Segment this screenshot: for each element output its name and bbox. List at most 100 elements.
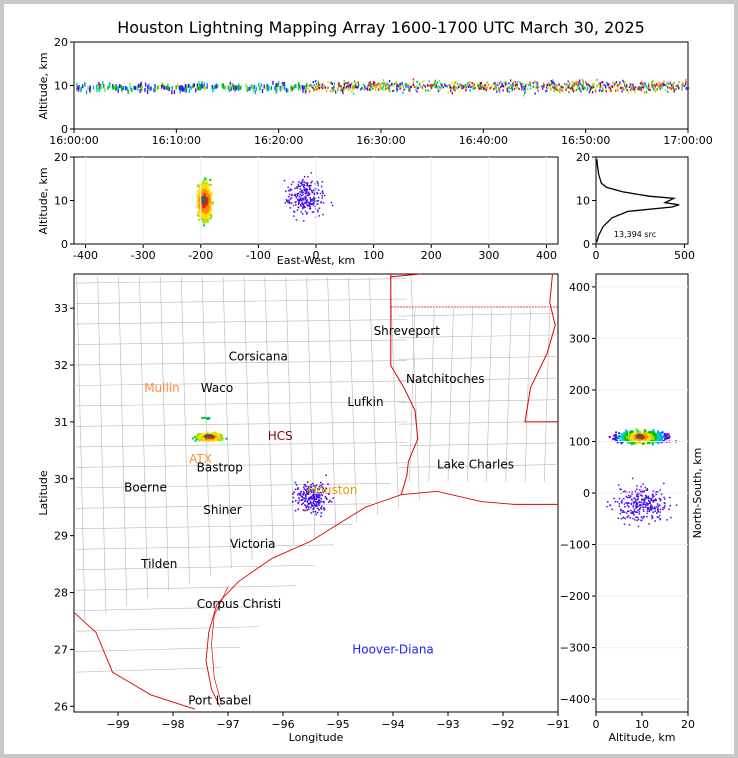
source-point [628, 436, 631, 439]
source-point [504, 84, 507, 87]
source-point [315, 498, 318, 500]
source-point [576, 80, 578, 83]
source-point [542, 82, 545, 85]
source-point [534, 80, 536, 83]
source-point [621, 436, 624, 439]
source-point [612, 81, 614, 84]
source-point [202, 436, 205, 439]
source-point [308, 203, 311, 205]
source-point [219, 435, 222, 438]
source-point [205, 215, 208, 218]
source-point [288, 201, 291, 203]
source-point [479, 84, 482, 87]
source-point [75, 87, 78, 92]
source-point [482, 87, 485, 90]
source-point [632, 502, 635, 504]
latitude-tick-label: 28 [54, 587, 68, 600]
source-point [260, 83, 262, 88]
source-point [632, 506, 634, 508]
source-point [656, 512, 658, 514]
source-point [649, 88, 651, 92]
source-point [210, 215, 213, 218]
source-point [512, 82, 514, 85]
source-point [605, 90, 607, 93]
source-point [453, 81, 456, 84]
source-point [661, 82, 663, 85]
source-point [581, 78, 584, 81]
source-point [449, 84, 451, 87]
source-point [483, 87, 485, 90]
source-point [231, 83, 233, 87]
source-point [511, 86, 513, 89]
source-point [632, 504, 635, 506]
source-point [654, 499, 657, 502]
source-point [300, 494, 302, 497]
source-point [685, 78, 687, 81]
source-point [595, 88, 597, 92]
source-point [352, 92, 355, 95]
source-point [514, 81, 516, 84]
source-point [200, 433, 203, 436]
source-point [587, 86, 589, 89]
source-point [320, 497, 323, 500]
source-point [330, 89, 332, 93]
source-point [617, 83, 619, 86]
altitude-tick-label: 20 [681, 718, 695, 731]
source-point [296, 186, 298, 188]
source-point [659, 499, 662, 502]
source-point [317, 200, 319, 202]
source-point [196, 201, 199, 204]
county-line [369, 276, 378, 516]
source-point [259, 86, 261, 91]
source-point [538, 85, 540, 88]
source-point [308, 192, 310, 195]
source-point [307, 176, 309, 178]
source-point [398, 84, 400, 88]
source-point [197, 195, 200, 197]
source-point [323, 509, 325, 511]
source-point [646, 504, 648, 506]
source-point [302, 493, 304, 495]
source-point [304, 484, 306, 487]
altitude-tick-label: 0 [61, 238, 68, 251]
source-point [309, 86, 312, 89]
source-point [362, 83, 365, 86]
source-point [452, 86, 455, 89]
source-point [438, 79, 440, 83]
source-point [309, 502, 311, 505]
source-point [567, 80, 569, 83]
source-point [681, 88, 683, 91]
parish-line [398, 356, 559, 360]
source-point [245, 83, 247, 88]
source-point [584, 86, 586, 90]
source-point [331, 87, 333, 90]
source-point [629, 442, 632, 444]
source-point [402, 84, 404, 87]
source-point [633, 86, 635, 89]
source-point [275, 86, 277, 91]
map-xlabel: Longitude [289, 731, 344, 744]
source-point [293, 491, 295, 493]
source-point [650, 499, 653, 501]
source-point [193, 83, 195, 88]
source-point [290, 188, 293, 191]
source-point [577, 86, 579, 89]
source-point [322, 491, 324, 494]
source-point [522, 87, 524, 90]
source-point [643, 82, 646, 86]
source-point [311, 494, 314, 496]
source-point [435, 84, 437, 87]
source-point [556, 85, 558, 88]
source-point [479, 87, 481, 90]
source-point [230, 87, 232, 91]
source-point [637, 499, 639, 501]
source-point [662, 506, 664, 509]
source-point [649, 501, 651, 503]
source-point [209, 439, 212, 441]
source-point [658, 86, 660, 89]
source-point [652, 501, 655, 503]
source-point [532, 85, 534, 88]
source-point [287, 88, 289, 93]
source-point [617, 484, 620, 486]
